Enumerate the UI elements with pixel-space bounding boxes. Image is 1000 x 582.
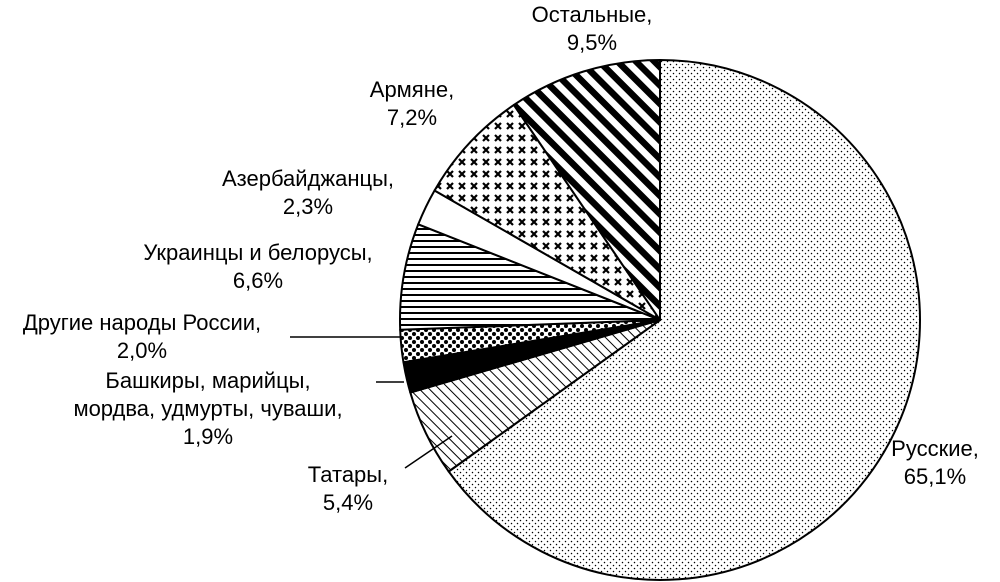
label-azerbaidzhantsy: Азербайджанцы, 2,3% — [222, 166, 394, 219]
slice-ostalnye — [512, 59, 661, 321]
slice-russkie — [447, 59, 921, 581]
pie-slices — [399, 59, 921, 581]
slice-ukraintsy-belorusy — [399, 223, 661, 331]
label-tatary: Татары, 5,4% — [308, 462, 388, 515]
label-ukraintsy-belorusy: Украинцы и белорусы, 6,6% — [143, 240, 372, 293]
slice-armyane — [433, 103, 661, 321]
label-armyane: Армяне, 7,2% — [370, 77, 454, 130]
label-ostalnye: Остальные, 9,5% — [532, 2, 653, 55]
leader-line-tatary — [404, 435, 453, 469]
label-bashkiry-group: Башкиры, марийцы, мордва, удмурты, чуваши… — [73, 368, 342, 449]
label-russkie: Русские, 65,1% — [891, 436, 979, 489]
label-drugie-narody: Другие народы России, 2,0% — [23, 310, 261, 363]
pie-labels: Русские, 65,1% Татары, 5,4% Башкиры, марийцы… — [23, 2, 979, 515]
